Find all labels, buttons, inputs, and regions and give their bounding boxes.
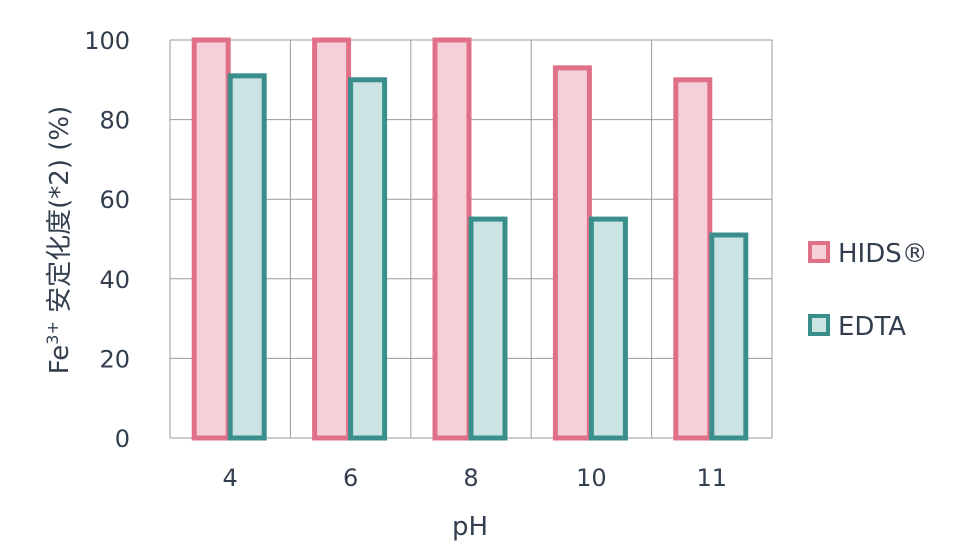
x-tick-label: 8: [463, 464, 478, 492]
y-tick-label: 0: [115, 425, 130, 453]
bar-hids-ph-11: [673, 77, 713, 441]
legend-label-hids: HIDS®: [838, 239, 928, 269]
y-tick-label: 20: [99, 345, 130, 373]
legend-swatch-edta: [808, 314, 830, 336]
legend-item-hids: HIDS®: [808, 239, 928, 269]
bar-edta-ph-10: [588, 216, 628, 441]
x-axis-ticks: 4 6 8 10 11: [223, 464, 728, 492]
bar-edta-ph-11: [709, 232, 749, 441]
x-tick-label: 11: [697, 464, 728, 492]
legend-item-edta: EDTA: [808, 312, 906, 342]
x-axis-title: pH: [452, 512, 488, 542]
x-tick-label: 6: [343, 464, 358, 492]
bar-edta-ph-6: [348, 77, 388, 441]
x-tick-label: 10: [576, 464, 607, 492]
y-axis-ticks: 0 20 40 60 80 100: [84, 27, 130, 453]
legend-label-edta: EDTA: [838, 312, 906, 342]
bar-hids-ph-6: [312, 37, 352, 441]
legend: HIDS® EDTA: [808, 239, 928, 342]
legend-swatch-hids: [808, 241, 830, 263]
y-tick-label: 60: [99, 186, 130, 214]
bar-edta-ph-4: [227, 73, 267, 441]
bar-hids-ph-10: [552, 65, 592, 441]
bar-edta-ph-8: [468, 216, 508, 441]
bar-hids-ph-8: [432, 37, 472, 441]
y-tick-label: 40: [99, 266, 130, 294]
bar-hids-ph-4: [191, 37, 231, 441]
y-axis-title: Fe3+ 安定化度(*2) (%): [43, 106, 75, 374]
bars: [191, 37, 749, 441]
y-tick-label: 80: [99, 107, 130, 135]
x-tick-label: 4: [223, 464, 238, 492]
y-tick-label: 100: [84, 27, 130, 55]
